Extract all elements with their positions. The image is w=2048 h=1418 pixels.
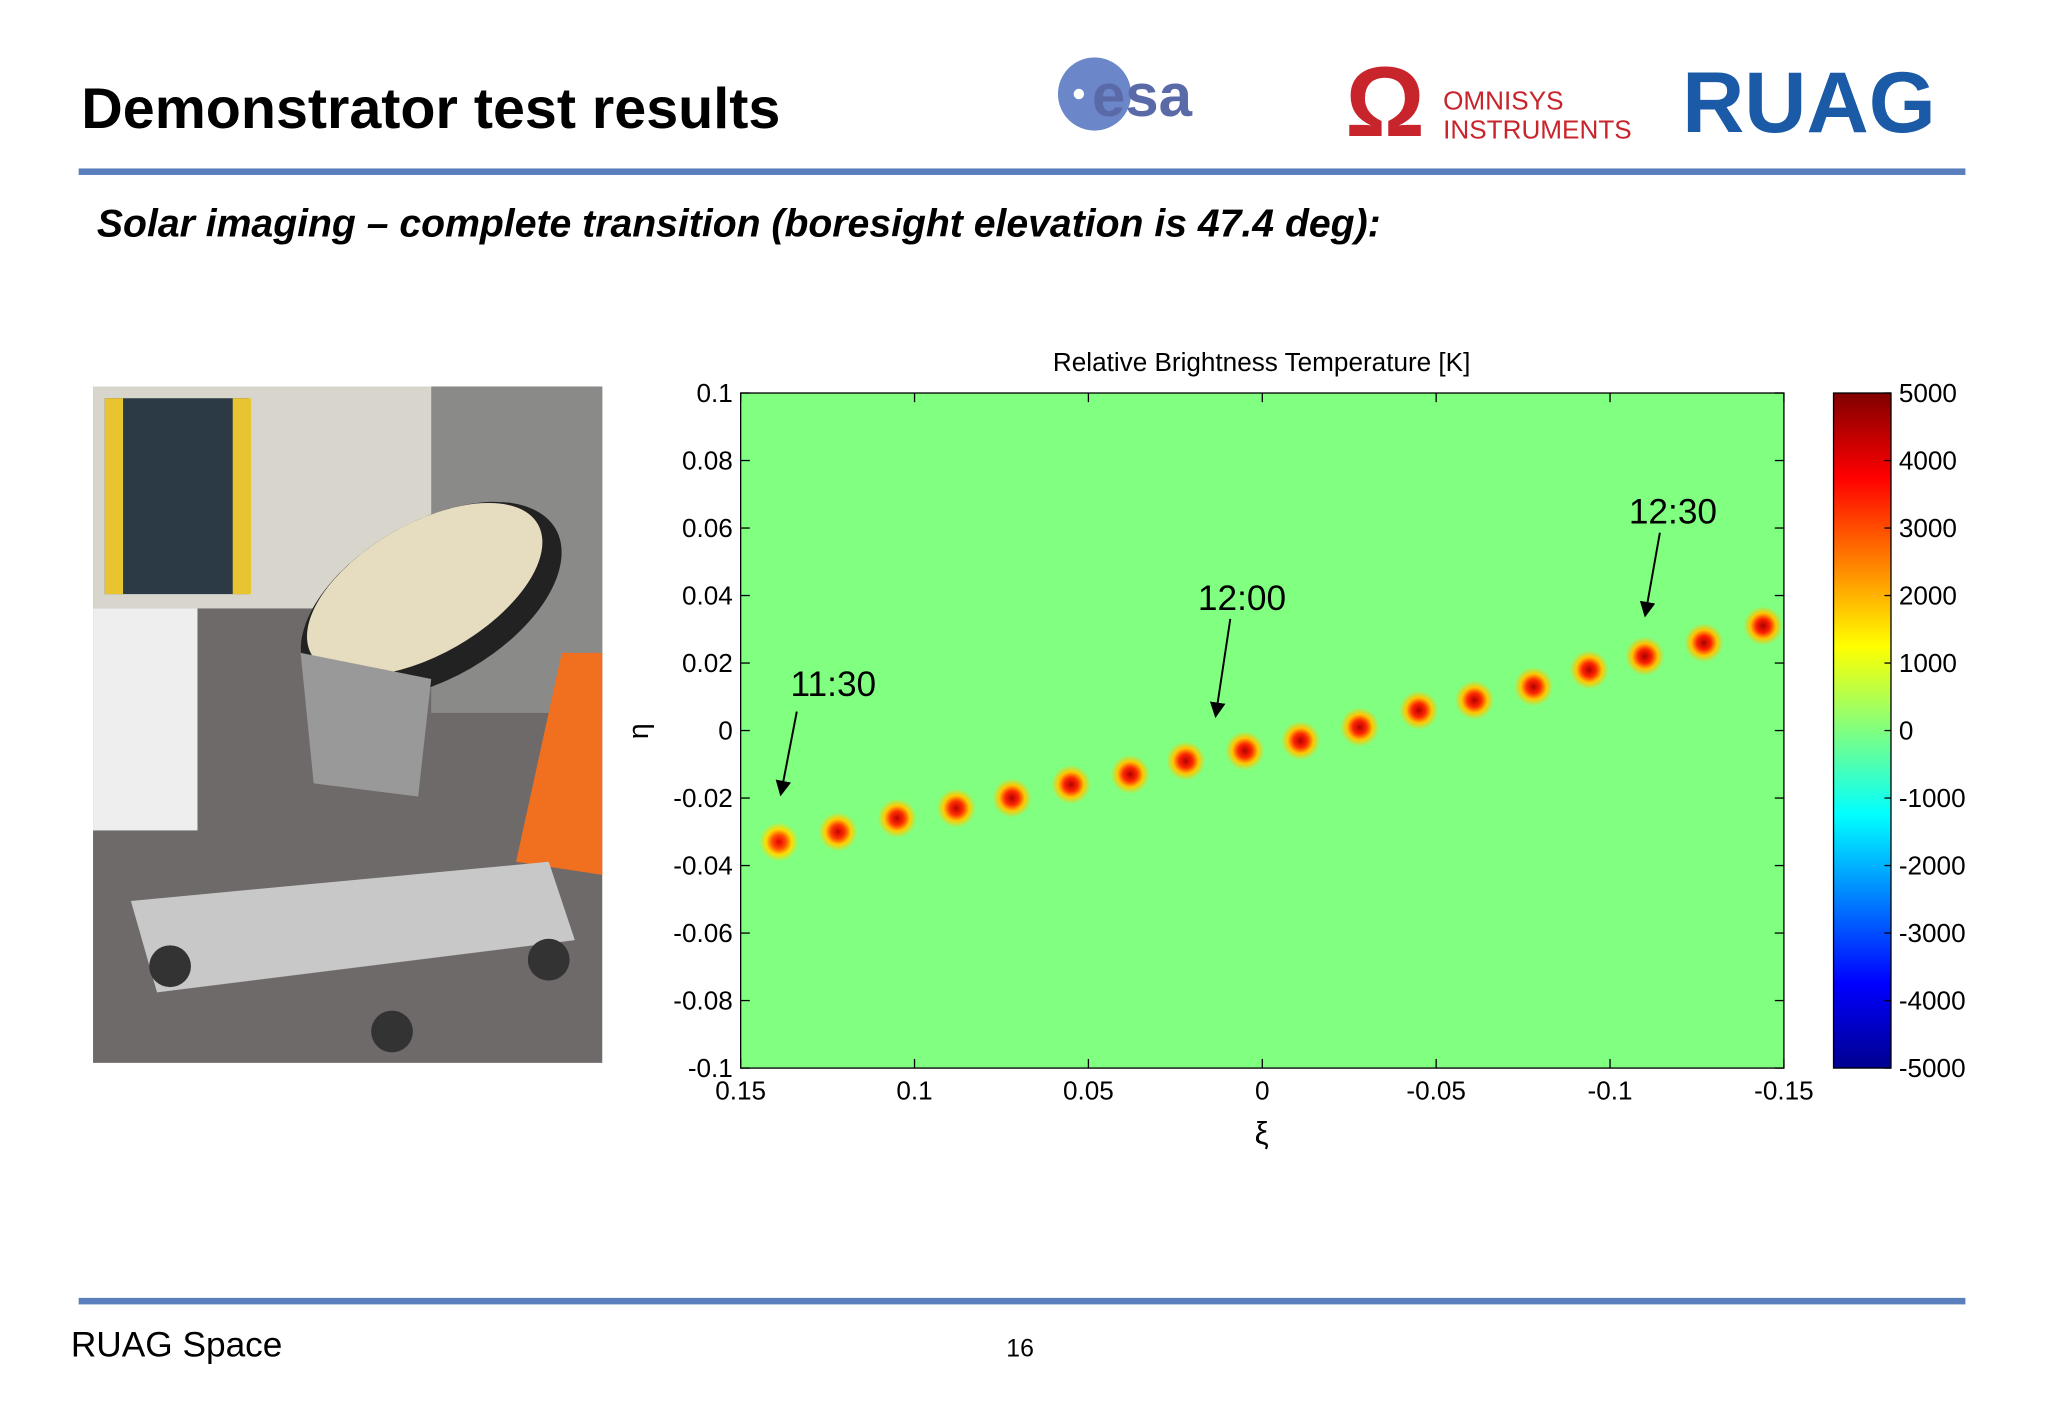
sun-spot: [759, 822, 799, 862]
colorbar-tick-label: -3000: [1899, 918, 1966, 948]
subtitle: Solar imaging – complete transition (bor…: [97, 202, 1381, 245]
y-tick-label: 0: [718, 716, 733, 746]
colorbar-tick-label: 1000: [1899, 648, 1957, 678]
sun-spot: [1399, 690, 1439, 730]
y-tick-label: -0.02: [673, 783, 733, 813]
y-axis-label: η: [623, 723, 655, 739]
slide-title: Demonstrator test results: [81, 77, 780, 141]
sun-spot: [936, 788, 976, 828]
esa-logo: esa: [1057, 57, 1193, 131]
sun-spot: [1166, 741, 1206, 781]
colorbar-tick-label: -4000: [1899, 986, 1966, 1016]
annotation: 12:00: [1198, 579, 1286, 618]
sun-spot: [1684, 623, 1724, 663]
sun-spot: [1280, 721, 1321, 761]
logo-text: OMNISYS: [1443, 86, 1563, 116]
annotation: 12:30: [1629, 493, 1717, 532]
chart: Relative Brightness Temperature [K] ξ η …: [623, 347, 1966, 1151]
sun-spot: [1340, 707, 1380, 747]
footer-rule: [78, 1297, 1966, 1305]
x-tick-label: 0.1: [896, 1075, 932, 1105]
annotation-arrow: [1209, 618, 1232, 719]
annotation: 11:30: [791, 665, 877, 704]
colorbar-tick-label: 4000: [1899, 446, 1957, 476]
y-tick-label: 0.08: [682, 446, 733, 476]
y-tick-label: 0.06: [682, 513, 733, 543]
x-tick-label: 0.15: [715, 1075, 766, 1105]
annotation-arrow: [1639, 532, 1661, 618]
chart-title: Relative Brightness Temperature [K]: [1053, 347, 1470, 377]
sun-spot: [877, 798, 917, 838]
y-tick-label: 0.04: [682, 581, 733, 611]
ruag-logo: RUAG: [1682, 55, 1936, 151]
colorbar-tick-label: 2000: [1899, 581, 1957, 611]
y-tick-label: -0.06: [673, 918, 733, 948]
footer-text: RUAG Space: [71, 1326, 283, 1365]
x-tick-label: -0.15: [1754, 1075, 1814, 1105]
photo: [93, 386, 603, 1063]
sun-spot: [1513, 667, 1554, 707]
logo-text: INSTRUMENTS: [1443, 114, 1632, 144]
x-tick-label: 0.05: [1063, 1075, 1114, 1105]
annotation-arrow: [775, 711, 798, 797]
logo-text: esa: [1092, 62, 1193, 129]
page-number: 16: [1006, 1336, 1034, 1363]
y-tick-label: -0.04: [673, 851, 733, 881]
header-rule: [78, 168, 1966, 175]
colorbar-tick-label: 3000: [1899, 513, 1957, 543]
colorbar: [1832, 392, 1892, 1069]
colorbar-tick-label: 0: [1899, 716, 1914, 746]
x-axis-label: ξ: [1255, 1116, 1269, 1151]
y-tick-label: -0.08: [673, 986, 733, 1016]
sun-spot: [1454, 680, 1495, 720]
sun-spot: [1110, 754, 1150, 795]
y-tick-label: 0.02: [682, 648, 733, 678]
colorbar-tick-label: -2000: [1899, 851, 1966, 881]
x-tick-label: -0.1: [1588, 1075, 1633, 1105]
colorbar-tick-label: -5000: [1899, 1053, 1966, 1083]
x-tick-label: 0: [1255, 1075, 1270, 1105]
omnisys-logo: Ω OMNISYS INSTRUMENTS: [1345, 47, 1632, 158]
sun-spot: [1569, 650, 1609, 690]
sun-spot: [818, 812, 858, 852]
colorbar-tick-label: 5000: [1899, 378, 1957, 408]
sun-spot: [1625, 636, 1665, 676]
sun-spot: [992, 778, 1032, 818]
svg-text:Ω: Ω: [1345, 47, 1425, 158]
x-tick-label: -0.05: [1406, 1075, 1466, 1105]
colorbar-tick-label: -1000: [1899, 783, 1966, 813]
sun-spot: [1743, 606, 1783, 646]
heatmap-background: [740, 393, 1784, 1069]
y-tick-label: 0.1: [697, 378, 733, 408]
sun-spot: [1225, 731, 1265, 771]
sun-spot: [1051, 764, 1091, 805]
y-tick-label: -0.1: [688, 1053, 733, 1083]
